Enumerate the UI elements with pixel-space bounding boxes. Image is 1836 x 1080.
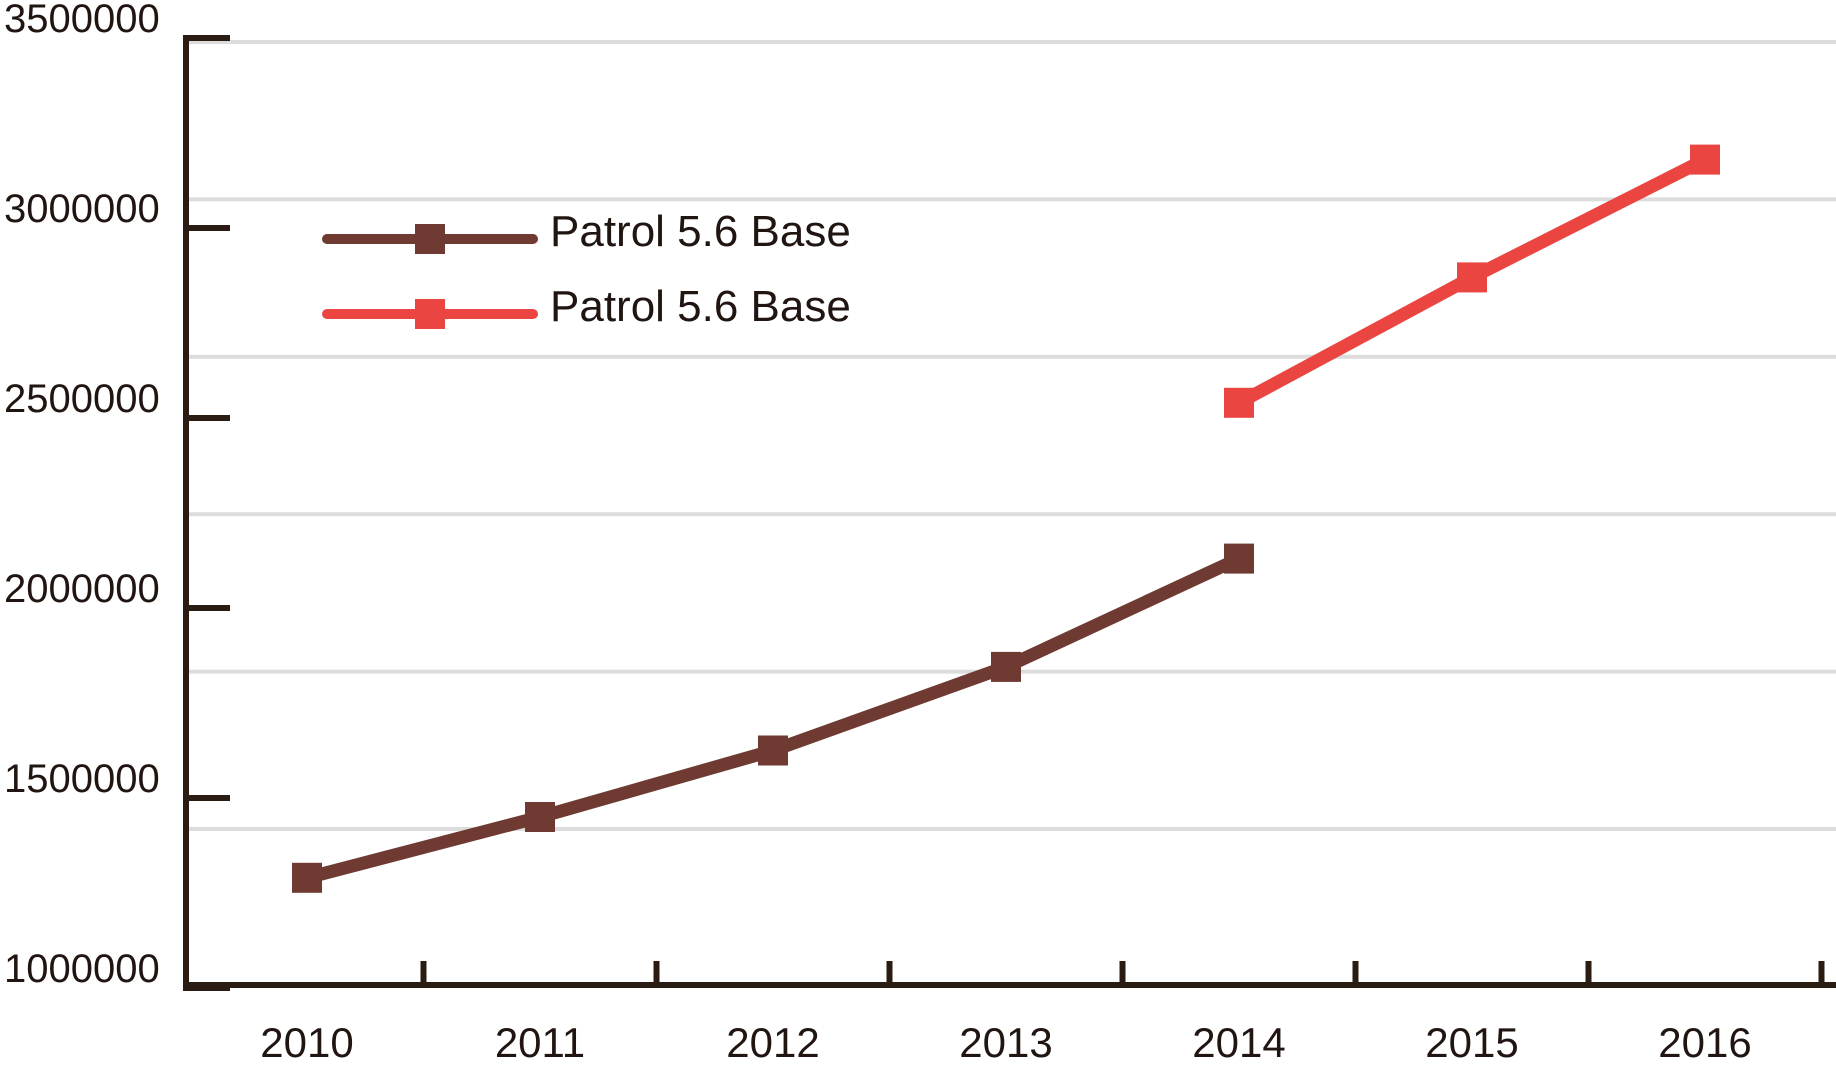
x-tick-label: 2012 — [726, 1019, 820, 1066]
x-tick-label: 2011 — [494, 1019, 586, 1066]
x-tick-label: 2013 — [959, 1019, 1053, 1066]
y-tick-label: 3000000 — [4, 187, 160, 231]
y-tick-label: 2500000 — [4, 377, 160, 421]
data-point-marker — [525, 802, 555, 832]
y-tick-label: 1500000 — [4, 757, 160, 801]
series-lines — [292, 144, 1720, 893]
x-tick-label: 2014 — [1192, 1019, 1286, 1066]
legend-label: Patrol 5.6 Base — [550, 207, 851, 256]
gridlines — [183, 40, 1836, 831]
data-point-marker — [991, 651, 1021, 682]
legend-square-marker — [415, 224, 445, 254]
y-tick-label: 3500000 — [4, 0, 160, 41]
data-point-marker — [1224, 387, 1254, 418]
data-point-marker — [758, 735, 788, 766]
x-tick-label: 2015 — [1425, 1019, 1519, 1066]
x-tick-label: 2010 — [260, 1019, 354, 1066]
data-point-marker — [1224, 543, 1254, 574]
series-1-patrol-56-base — [292, 543, 1254, 893]
data-point-marker — [292, 862, 322, 893]
series-2-patrol-56-base — [1224, 144, 1720, 418]
legend-square-marker — [415, 299, 445, 329]
axes — [183, 35, 1836, 991]
y-tick-label: 1000000 — [4, 947, 160, 991]
y-tick-label: 2000000 — [4, 567, 160, 611]
data-point-marker — [1457, 262, 1487, 293]
legend-label: Patrol 5.6 Base — [550, 282, 851, 331]
data-point-marker — [1690, 144, 1720, 175]
x-tick-label: 2016 — [1658, 1019, 1752, 1066]
